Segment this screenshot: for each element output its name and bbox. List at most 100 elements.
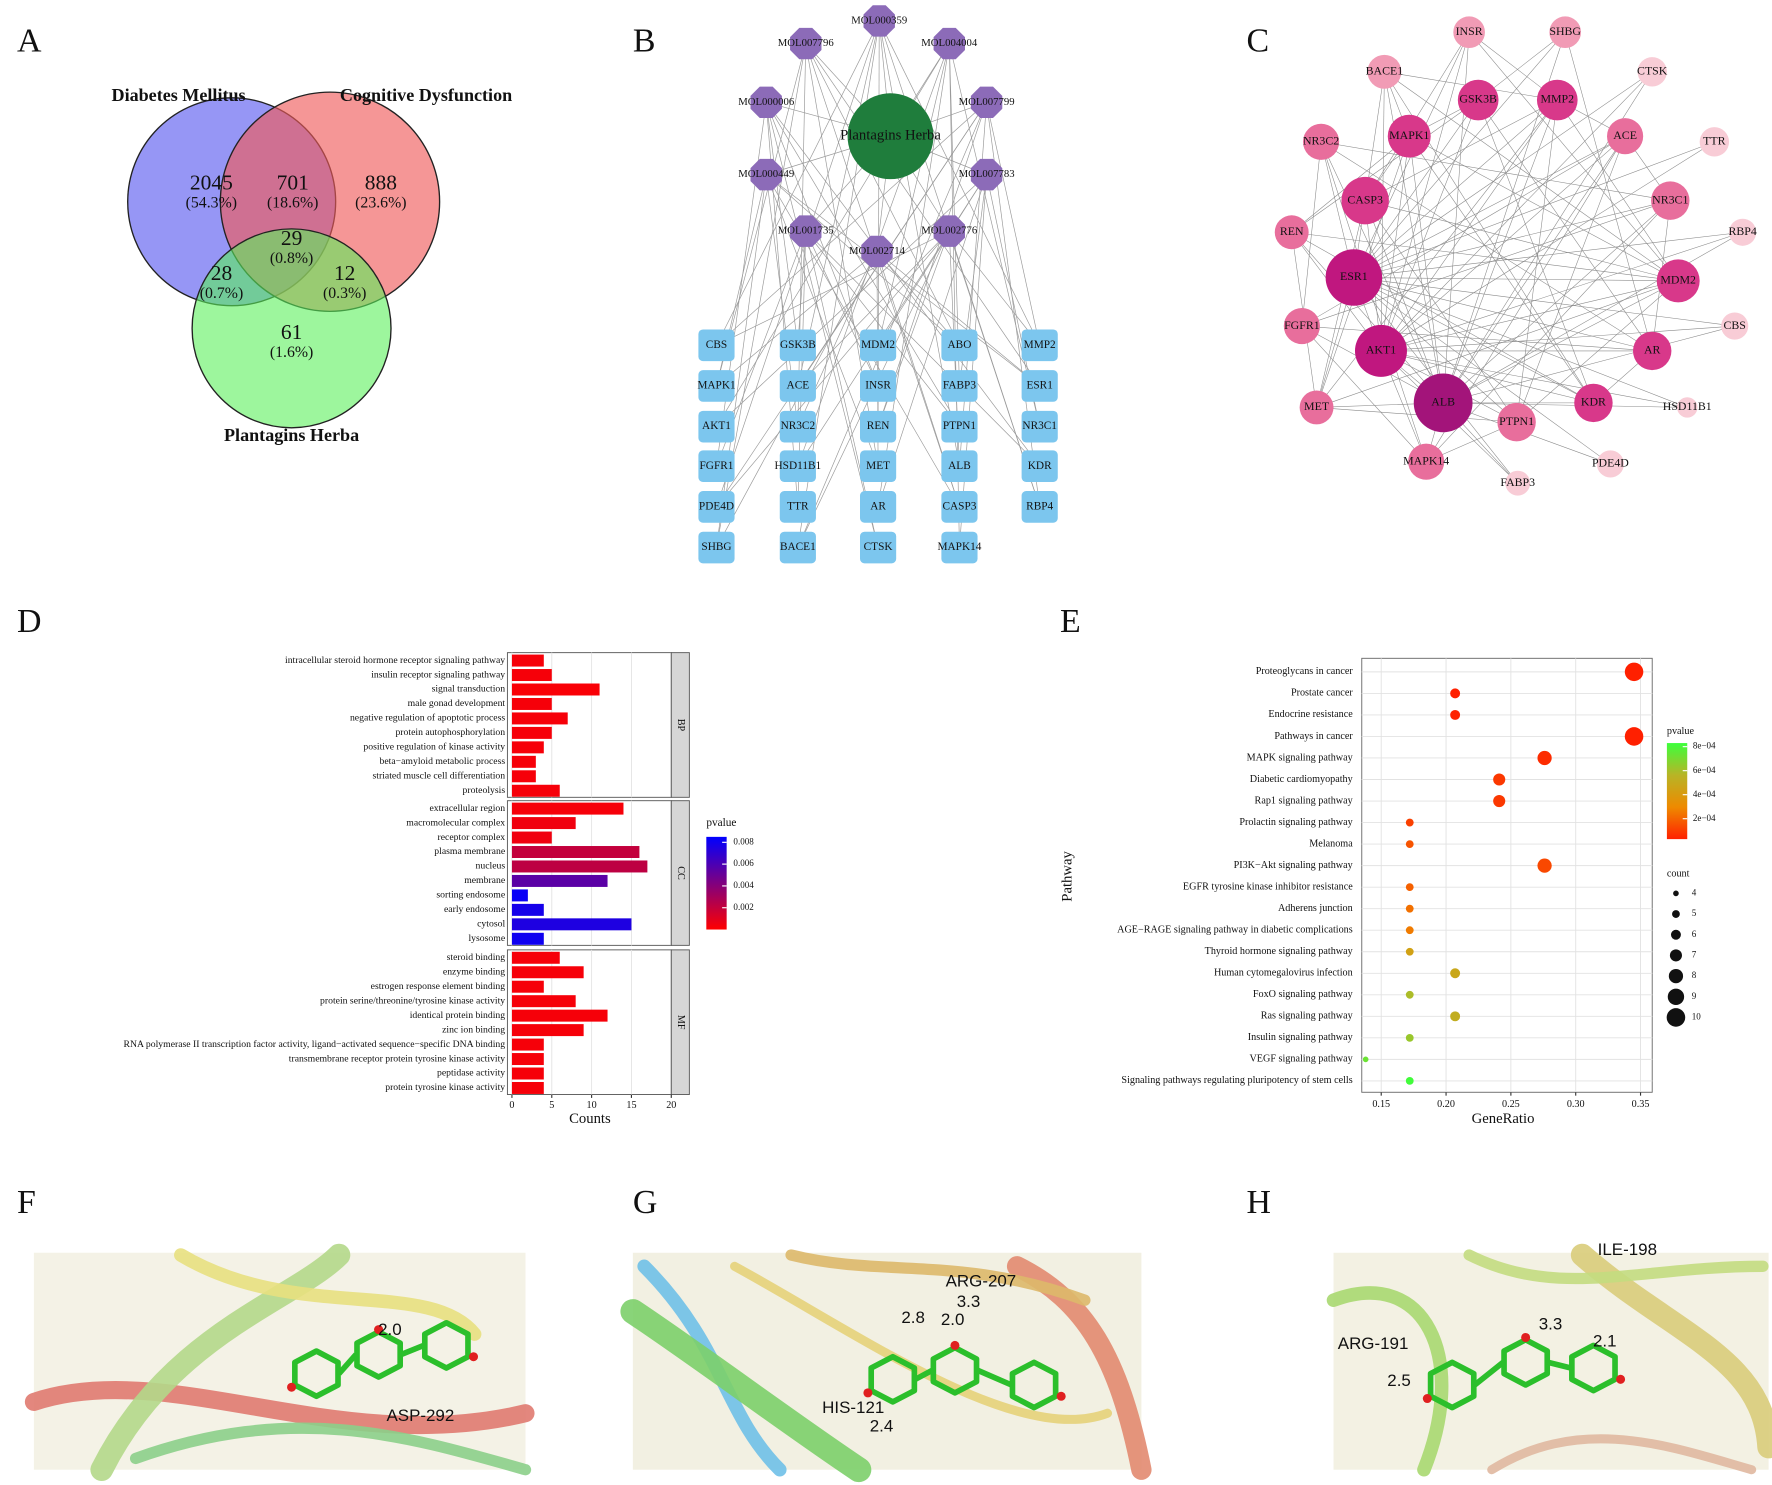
protein-node: [1656, 259, 1700, 303]
compound-label: MOL007783: [959, 168, 1015, 180]
target-node: [779, 329, 816, 362]
venn-set-label: Plantagins Herba: [224, 425, 359, 445]
target-label: FABP3: [943, 380, 976, 392]
edge: [878, 20, 1040, 346]
oxygen: [374, 1325, 384, 1335]
edge: [1442, 99, 1558, 404]
protein-ribbon: [1326, 1286, 1449, 1477]
protein-label: ACE: [1613, 128, 1637, 142]
protein-label: RBP4: [1728, 224, 1756, 238]
docking-label: 2.0: [941, 1310, 965, 1329]
panel-label: G: [633, 1184, 657, 1221]
edge: [1353, 200, 1671, 278]
target-node: [779, 450, 816, 483]
protein-label: PDE4D: [1592, 456, 1629, 470]
venn-count: 12: [334, 261, 355, 285]
ligand-ring: [421, 1319, 471, 1371]
edge: [765, 102, 960, 427]
protein-label: ALB: [1431, 395, 1455, 409]
size-legend-label: 6: [1692, 929, 1697, 939]
venn-count: 61: [281, 320, 302, 344]
target-label: ABO: [948, 339, 972, 351]
colorbar-tick-label: 2e−04: [1693, 813, 1716, 823]
edge: [1409, 136, 1594, 404]
edge: [1380, 350, 1688, 408]
edge: [1353, 277, 1735, 327]
protein-ribbon: [90, 1243, 351, 1482]
protein-label: AR: [1644, 343, 1661, 357]
protein-node: [1607, 118, 1644, 155]
bar: [511, 846, 640, 858]
edge: [1443, 280, 1679, 404]
protein-label: MAPK14: [1403, 453, 1449, 467]
colorbar: [706, 836, 727, 930]
dot: [1493, 773, 1506, 786]
target-node: [698, 450, 735, 483]
edge: [1442, 136, 1626, 404]
ligand-bond: [1473, 1360, 1505, 1388]
target-label: ESR1: [1027, 380, 1053, 392]
colorbar-tick-label: 4e−04: [1693, 789, 1716, 799]
size-legend-dot: [1672, 910, 1680, 918]
y-tick-label: estrogen response element binding: [371, 981, 506, 992]
protein-node: [1453, 16, 1485, 49]
protein-node: [1574, 383, 1613, 423]
venn-set-label: Diabetes Mellitus: [112, 85, 246, 105]
edge: [797, 20, 880, 387]
y-tick-label: beta−amyloid metabolic process: [379, 756, 505, 767]
y-tick-label: VEGF signaling pathway: [1249, 1054, 1353, 1065]
y-tick-label: Rap1 signaling pathway: [1255, 795, 1354, 806]
compound-label: MOL004004: [921, 37, 978, 49]
compound-node: [861, 235, 893, 268]
colorbar-tick-label: 0.004: [733, 880, 754, 890]
bar: [511, 831, 552, 844]
oxygen: [1056, 1391, 1066, 1401]
dot: [1405, 883, 1414, 892]
y-tick-label: macromolecular complex: [406, 817, 505, 828]
venn-percent: (0.7%): [200, 285, 243, 302]
bar: [511, 726, 552, 739]
x-tick-label: 0.35: [1632, 1099, 1650, 1110]
y-tick-label: protein autophosphorylation: [395, 727, 505, 738]
edge: [948, 43, 960, 386]
target-node: [1021, 329, 1058, 362]
x-tick-label: 5: [549, 1100, 554, 1111]
dot: [1493, 794, 1506, 808]
edge: [1316, 200, 1366, 408]
protein-ribbon: [1487, 1434, 1757, 1475]
edge: [805, 43, 960, 346]
bar: [511, 802, 624, 815]
compound-label: MOL001735: [778, 225, 834, 237]
target-label: TTR: [787, 500, 809, 512]
venn-count: 888: [365, 171, 397, 195]
target-label: GSK3B: [780, 339, 816, 351]
protein-label: HSD11B1: [1663, 399, 1712, 413]
edge: [716, 20, 880, 507]
target-label: SHBG: [701, 541, 731, 553]
protein-label: TTR: [1703, 134, 1725, 148]
y-tick-label: sorting endosome: [436, 890, 505, 901]
ligand-bond: [914, 1367, 934, 1382]
bar: [511, 1081, 544, 1094]
ligand-bond: [1547, 1359, 1572, 1371]
protein-node: [1505, 470, 1531, 496]
target-label: FGFR1: [700, 460, 734, 472]
legend-title: pvalue: [706, 817, 736, 829]
y-tick-label: extracellular region: [429, 803, 505, 814]
edge: [1353, 277, 1594, 404]
edge: [1564, 32, 1653, 351]
target-node: [860, 370, 897, 402]
y-tick-label: Proteoglycans in cancer: [1256, 666, 1354, 677]
protein-node: [1596, 450, 1624, 478]
oxygen: [468, 1352, 479, 1362]
target-node: [1021, 450, 1058, 483]
target-node: [860, 410, 897, 443]
y-tick-label: positive regulation of kinase activity: [363, 742, 505, 753]
edge: [1380, 135, 1626, 352]
docking-label: 2.0: [378, 1320, 402, 1339]
docking-label: ARG-191: [1338, 1334, 1409, 1353]
target-node: [779, 531, 816, 564]
protein-node: [1729, 218, 1757, 246]
edge: [805, 230, 1040, 467]
